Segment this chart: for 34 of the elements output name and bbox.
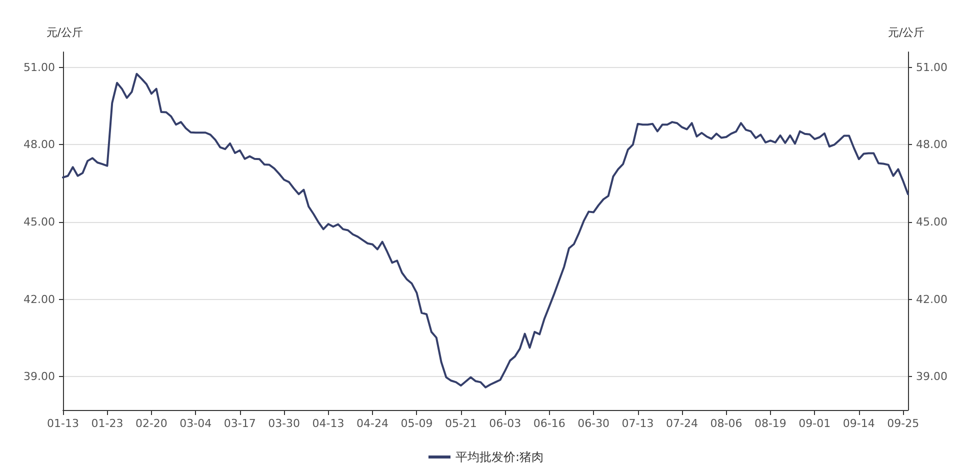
y-tick-label: 42.00 — [24, 292, 55, 306]
y2-tick-label: 48.00 — [916, 138, 948, 152]
x-tick-label: 06-16 — [533, 417, 566, 430]
y2-tick-label: 42.00 — [916, 292, 948, 306]
x-tick-label: 07-24 — [666, 417, 698, 430]
x-tick-label: 08-06 — [710, 417, 742, 430]
y-tick-label: 51.00 — [24, 60, 55, 74]
y2-tick-label: 51.00 — [916, 60, 948, 74]
x-tick-label: 01-23 — [91, 417, 124, 430]
x-tick-label: 05-21 — [444, 417, 477, 430]
x-tick-label: 07-13 — [622, 417, 654, 430]
x-tick-label: 09-01 — [798, 417, 831, 430]
x-tick-label: 03-17 — [224, 417, 256, 430]
x-tick-label: 01-13 — [47, 417, 79, 430]
x-tick-label: 06-03 — [489, 417, 522, 430]
y2-axis-title: 元/公斤 — [888, 26, 925, 39]
x-tick-label: 04-13 — [312, 417, 344, 430]
x-tick-label: 06-30 — [578, 417, 610, 430]
x-tick-label: 08-19 — [754, 417, 786, 430]
y-tick-label: 48.00 — [24, 138, 55, 152]
y2-tick-label: 39.00 — [916, 370, 948, 384]
x-tick-label: 09-25 — [887, 417, 920, 430]
legend-label: 平均批发价:猪肉 — [455, 450, 544, 464]
x-tick-label: 03-30 — [268, 417, 300, 430]
x-tick-label: 03-04 — [180, 417, 212, 430]
x-tick-label: 02-20 — [135, 417, 168, 430]
y-tick-label: 45.00 — [24, 215, 55, 228]
y-tick-label: 39.00 — [24, 370, 55, 384]
y-axis-title: 元/公斤 — [46, 26, 83, 39]
x-tick-label: 09-14 — [842, 417, 875, 430]
x-tick-label: 05-09 — [400, 417, 433, 430]
y2-tick-label: 45.00 — [916, 215, 948, 228]
x-tick-label: 04-24 — [356, 417, 388, 430]
line-series — [62, 72, 909, 388]
